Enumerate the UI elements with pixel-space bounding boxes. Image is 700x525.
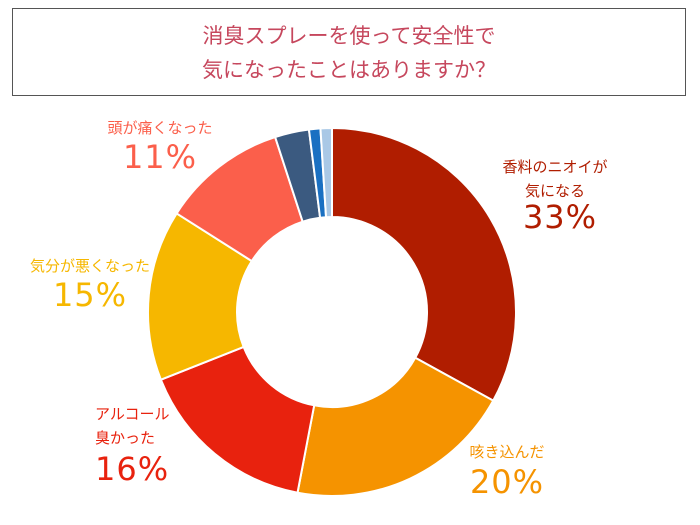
chart-title: 消臭スプレーを使って安全性で 気になったことはありますか？: [12, 8, 686, 96]
value-label: 33%: [522, 198, 598, 236]
segment-label: アルコール 臭かった: [95, 405, 170, 447]
segment-label: 気分が悪くなった: [29, 257, 150, 275]
value-label: 20%: [469, 463, 545, 501]
value-label: 16%: [95, 450, 170, 488]
value-label: 15%: [52, 276, 128, 314]
segment-label: 頭が痛くなった: [107, 119, 213, 137]
donut-segment: [331, 126, 517, 403]
value-label: 11%: [122, 138, 198, 176]
donut-segment: [319, 126, 333, 219]
donut-segment: [159, 345, 316, 494]
donut-segment: [296, 356, 495, 497]
segment-label: 香料のニオイが 気になる: [502, 158, 608, 200]
segment-label: 咳き込んだ: [469, 443, 545, 461]
